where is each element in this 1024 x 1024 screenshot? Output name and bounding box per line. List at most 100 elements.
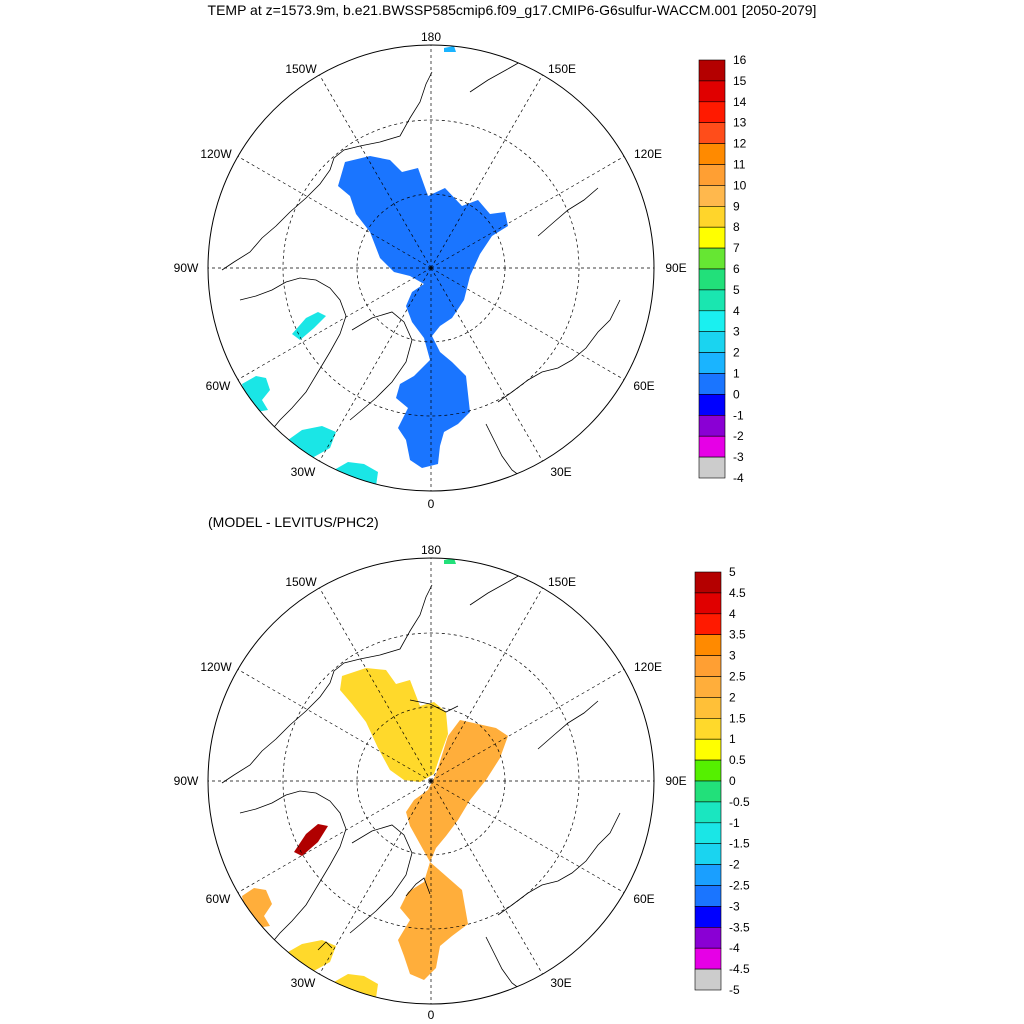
- bottom-label-60w: 60W: [206, 892, 231, 906]
- bottom-colorbar-swatch-5: [694, 676, 722, 698]
- bottom-colorbar-swatch-12: [694, 822, 722, 844]
- top-colorbar-tick-label: 9: [733, 199, 740, 213]
- bottom-colorbar-swatch-4: [694, 655, 722, 677]
- bottom-map-boundary: [207, 557, 655, 1005]
- top-colorbar-swatch-13: [698, 331, 726, 353]
- bottom-colorbar-tick-label: -5: [729, 983, 740, 997]
- bottom-colorbar-swatch-18: [694, 947, 722, 970]
- bottom-colorbar-swatch-1: [694, 592, 722, 615]
- top-colorbar-tick-label: 6: [733, 262, 740, 276]
- top-iceland-patch: [334, 462, 378, 486]
- bottom-label-180: 180: [421, 543, 441, 557]
- difference-subtitle: (MODEL - LEVITUS/PHC2): [208, 514, 379, 530]
- top-map-panel: 180 150W 150E 120W 120E 90W 90E 60W 60E …: [174, 30, 687, 511]
- top-coastlines: [221, 61, 621, 477]
- diff-iceland-yellow: [334, 974, 378, 998]
- bottom-graticule: [208, 558, 654, 1004]
- top-colorbar-swatch-15: [698, 373, 726, 395]
- bottom-coastlines: [221, 574, 621, 990]
- bottom-label-60e: 60E: [633, 892, 654, 906]
- top-label-30e: 30E: [550, 465, 571, 479]
- bottom-colorbar: 5 4.5 4 3.5 3 2.5 2 1.5 1 0.5 0 -0.5 -1 -1.5 -2 -2.5 -3 -…: [694, 565, 750, 997]
- top-colorbar-swatch-17: [698, 414, 726, 437]
- top-colorbar-tick-label: 15: [733, 74, 747, 88]
- bottom-colorbar-swatch-3: [694, 634, 722, 656]
- top-colorbar-tick-label: 14: [733, 95, 747, 109]
- bottom-label-30e: 30E: [550, 976, 571, 990]
- diff-labrador-orange: [242, 888, 272, 928]
- bottom-colorbar-tick-label: -4.5: [729, 962, 750, 976]
- top-label-180: 180: [421, 30, 441, 44]
- top-label-120e: 120E: [634, 147, 662, 161]
- bottom-colorbar-tick-label: 3: [729, 649, 736, 663]
- bottom-colorbar-swatch-8: [694, 738, 722, 761]
- bottom-colorbar-swatch-17: [694, 926, 722, 949]
- bottom-colorbar-tick-label: 4.5: [729, 586, 746, 600]
- top-colorbar-tick-label: 7: [733, 241, 740, 255]
- top-irminger-patch: [288, 426, 336, 458]
- bottom-colorbar-swatch-15: [694, 885, 722, 907]
- top-arctic-ocean-field: [338, 156, 508, 468]
- top-colorbar-swatch-10: [698, 268, 726, 291]
- top-colorbar-tick-label: 10: [733, 178, 747, 192]
- top-label-150w: 150W: [285, 62, 317, 76]
- bottom-colorbar-tick-label: 1.5: [729, 711, 746, 725]
- top-label-60e: 60E: [633, 379, 654, 393]
- top-colorbar-tick-label: -2: [733, 429, 744, 443]
- top-colorbar-swatch-14: [698, 352, 726, 374]
- bottom-label-0: 0: [428, 1008, 435, 1022]
- bottom-colorbar-tick-label: -1: [729, 816, 740, 830]
- bottom-colorbar-tick-label: 0: [729, 774, 736, 788]
- top-colorbar-tick-label: -3: [733, 450, 744, 464]
- top-colorbar-tick-label: 8: [733, 220, 740, 234]
- top-colorbar-tick-label: 0: [733, 387, 740, 401]
- top-colorbar-swatch-18: [698, 435, 726, 458]
- bottom-colorbar-swatch-13: [694, 843, 722, 865]
- top-colorbar-swatch-1: [698, 80, 726, 103]
- top-colorbar-swatch-7: [698, 206, 726, 228]
- bottom-colorbar-tick-label: 4: [729, 607, 736, 621]
- top-bering-patch: [444, 46, 456, 52]
- top-label-90w: 90W: [174, 261, 199, 275]
- bottom-colorbar-swatch-10: [694, 780, 722, 803]
- top-colorbar-tick-label: 2: [733, 346, 740, 360]
- bottom-colorbar-swatch-9: [694, 759, 722, 782]
- top-colorbar-swatch-3: [698, 122, 726, 144]
- bottom-colorbar-swatch-11: [694, 801, 722, 824]
- bottom-colorbar-tick-label: 5: [729, 565, 736, 579]
- top-colorbar-tick-label: 12: [733, 137, 747, 151]
- bottom-label-90e: 90E: [665, 774, 686, 788]
- top-colorbar-swatch-12: [698, 310, 726, 332]
- top-baffin-patch: [292, 312, 326, 340]
- bottom-label-90w: 90W: [174, 774, 199, 788]
- top-colorbar-tick-label: 16: [733, 53, 747, 67]
- bottom-colorbar-swatch-0: [694, 571, 722, 594]
- bottom-label-30w: 30W: [291, 976, 316, 990]
- bottom-colorbar-tick-label: -3.5: [729, 920, 750, 934]
- diff-eurasian-basin-orange: [398, 720, 508, 980]
- bottom-colorbar-swatch-7: [694, 717, 722, 740]
- top-label-30w: 30W: [291, 465, 316, 479]
- bottom-colorbar-tick-label: 1: [729, 732, 736, 746]
- top-label-120w: 120W: [200, 147, 232, 161]
- bottom-map-panel: 180 150W 150E 120W 120E 90W 90E 60W 60E …: [174, 543, 687, 1022]
- top-label-150e: 150E: [548, 62, 576, 76]
- plot-title: TEMP at z=1573.9m, b.e21.BWSSP585cmip6.f…: [207, 2, 817, 18]
- diff-contours: [317, 699, 459, 951]
- diff-canada-basin-yellow: [340, 668, 448, 782]
- top-colorbar-swatch-5: [698, 164, 726, 186]
- bottom-label-150w: 150W: [285, 575, 317, 589]
- top-label-0: 0: [428, 497, 435, 511]
- top-colorbar-tick-label: 4: [733, 304, 740, 318]
- top-label-90e: 90E: [665, 261, 686, 275]
- top-map-boundary: [207, 44, 655, 492]
- top-colorbar-tick-label: 1: [733, 367, 740, 381]
- top-colorbar-swatch-11: [698, 289, 726, 312]
- top-graticule: [208, 45, 654, 491]
- top-label-60w: 60W: [206, 379, 231, 393]
- top-colorbar-tick-label: 3: [733, 325, 740, 339]
- bottom-colorbar-tick-label: 2: [729, 690, 736, 704]
- top-colorbar-swatch-2: [698, 101, 726, 124]
- top-colorbar-tick-label: 5: [733, 283, 740, 297]
